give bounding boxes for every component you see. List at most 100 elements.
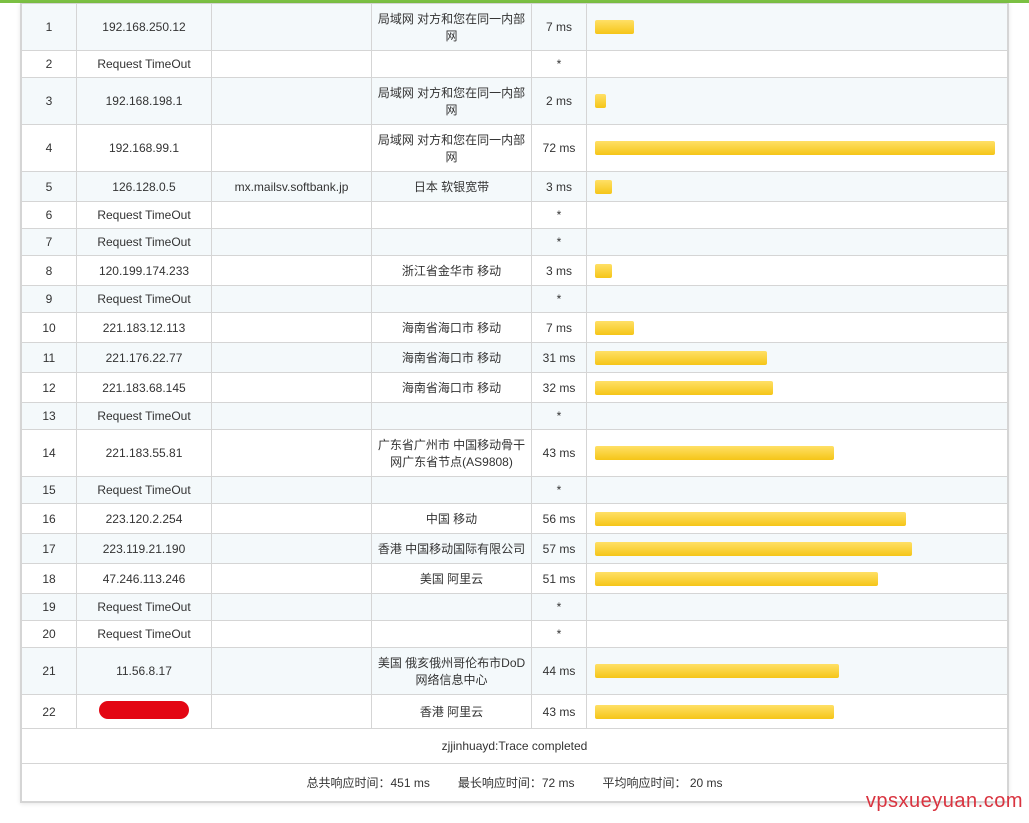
ip-cell: 47.246.113.246 — [77, 564, 212, 594]
time-cell: * — [532, 51, 587, 78]
location-cell: 美国 俄亥俄州哥伦布市DoD网络信息中心 — [372, 648, 532, 695]
hop-cell: 18 — [22, 564, 77, 594]
latency-bar — [595, 664, 839, 678]
location-cell — [372, 202, 532, 229]
hostname-cell — [212, 373, 372, 403]
table-row: 10221.183.12.113海南省海口市 移动7 ms — [22, 313, 1008, 343]
location-cell: 局域网 对方和您在同一内部网 — [372, 125, 532, 172]
time-cell: 51 ms — [532, 564, 587, 594]
ip-cell — [77, 695, 212, 729]
table-row: 14221.183.55.81广东省广州市 中国移动骨干网广东省节点(AS980… — [22, 430, 1008, 477]
time-cell: 43 ms — [532, 430, 587, 477]
hop-cell: 5 — [22, 172, 77, 202]
latency-bar — [595, 351, 767, 365]
location-cell: 海南省海口市 移动 — [372, 343, 532, 373]
redacted-ip-pill — [99, 701, 189, 719]
ip-cell: Request TimeOut — [77, 403, 212, 430]
ip-cell: Request TimeOut — [77, 51, 212, 78]
hop-cell: 21 — [22, 648, 77, 695]
ip-cell: Request TimeOut — [77, 202, 212, 229]
latency-bar-cell — [587, 202, 1008, 229]
latency-bar-cell — [587, 477, 1008, 504]
latency-bar-cell — [587, 621, 1008, 648]
hop-cell: 8 — [22, 256, 77, 286]
table-row: 17223.119.21.190香港 中国移动国际有限公司57 ms — [22, 534, 1008, 564]
table-row: 8120.199.174.233浙江省金华市 移动3 ms — [22, 256, 1008, 286]
status-text: zjjinhuayd:Trace completed — [22, 729, 1008, 764]
hop-cell: 11 — [22, 343, 77, 373]
hostname-cell — [212, 430, 372, 477]
hostname-cell — [212, 403, 372, 430]
time-cell: * — [532, 286, 587, 313]
table-row: 22香港 阿里云43 ms — [22, 695, 1008, 729]
hop-cell: 9 — [22, 286, 77, 313]
location-cell — [372, 477, 532, 504]
latency-bar — [595, 264, 612, 278]
time-cell: 72 ms — [532, 125, 587, 172]
latency-bar-cell — [587, 564, 1008, 594]
table-row: 11221.176.22.77海南省海口市 移动31 ms — [22, 343, 1008, 373]
location-cell: 局域网 对方和您在同一内部网 — [372, 4, 532, 51]
summary-item: 总共响应时间：451 ms — [306, 776, 429, 790]
hostname-cell — [212, 256, 372, 286]
hostname-cell — [212, 534, 372, 564]
ip-cell: 192.168.250.12 — [77, 4, 212, 51]
summary-row: 总共响应时间：451 ms最长响应时间：72 ms平均响应时间： 20 ms — [22, 764, 1008, 802]
table-row: 2111.56.8.17 美国 俄亥俄州哥伦布市DoD网络信息中心44 ms — [22, 648, 1008, 695]
summary-item: 最长响应时间：72 ms — [458, 776, 575, 790]
hop-cell: 17 — [22, 534, 77, 564]
latency-bar-cell — [587, 430, 1008, 477]
location-cell: 中国 移动 — [372, 504, 532, 534]
time-cell: 3 ms — [532, 172, 587, 202]
location-cell: 美国 阿里云 — [372, 564, 532, 594]
ip-cell: Request TimeOut — [77, 477, 212, 504]
time-cell: 44 ms — [532, 648, 587, 695]
latency-bar-cell — [587, 373, 1008, 403]
location-cell — [372, 51, 532, 78]
ip-cell: Request TimeOut — [77, 229, 212, 256]
latency-bar-cell — [587, 51, 1008, 78]
latency-bar-cell — [587, 534, 1008, 564]
hostname-cell — [212, 202, 372, 229]
latency-bar — [595, 705, 834, 719]
time-cell: 7 ms — [532, 4, 587, 51]
ip-cell: 11.56.8.17 — [77, 648, 212, 695]
table-row: 16223.120.2.254中国 移动56 ms — [22, 504, 1008, 534]
time-cell: 43 ms — [532, 695, 587, 729]
hop-cell: 19 — [22, 594, 77, 621]
ip-cell: 221.176.22.77 — [77, 343, 212, 373]
latency-bar — [595, 20, 634, 34]
panel-body: 1192.168.250.12局域网 对方和您在同一内部网7 ms2Reques… — [20, 3, 1009, 803]
hostname-cell — [212, 695, 372, 729]
hostname-cell — [212, 313, 372, 343]
time-cell: 57 ms — [532, 534, 587, 564]
table-row: 15Request TimeOut* — [22, 477, 1008, 504]
location-cell: 香港 阿里云 — [372, 695, 532, 729]
traceroute-panel: 1192.168.250.12局域网 对方和您在同一内部网7 ms2Reques… — [0, 0, 1029, 803]
time-cell: 2 ms — [532, 78, 587, 125]
hostname-cell: mx.mailsv.softbank.jp — [212, 172, 372, 202]
location-cell: 浙江省金华市 移动 — [372, 256, 532, 286]
time-cell: * — [532, 594, 587, 621]
hostname-cell — [212, 125, 372, 172]
hop-cell: 1 — [22, 4, 77, 51]
location-cell: 广东省广州市 中国移动骨干网广东省节点(AS9808) — [372, 430, 532, 477]
table-row: 7Request TimeOut* — [22, 229, 1008, 256]
hostname-cell — [212, 477, 372, 504]
location-cell: 局域网 对方和您在同一内部网 — [372, 78, 532, 125]
location-cell — [372, 594, 532, 621]
table-row: 6Request TimeOut* — [22, 202, 1008, 229]
hop-cell: 2 — [22, 51, 77, 78]
location-cell — [372, 403, 532, 430]
table-row: 2Request TimeOut * — [22, 51, 1008, 78]
time-cell: 3 ms — [532, 256, 587, 286]
ip-cell: 223.119.21.190 — [77, 534, 212, 564]
latency-bar-cell — [587, 343, 1008, 373]
hostname-cell — [212, 4, 372, 51]
latency-bar-cell — [587, 695, 1008, 729]
ip-cell: 126.128.0.5 — [77, 172, 212, 202]
latency-bar-cell — [587, 78, 1008, 125]
hostname-cell — [212, 78, 372, 125]
trace-table: 1192.168.250.12局域网 对方和您在同一内部网7 ms2Reques… — [21, 3, 1008, 802]
ip-cell: 221.183.55.81 — [77, 430, 212, 477]
